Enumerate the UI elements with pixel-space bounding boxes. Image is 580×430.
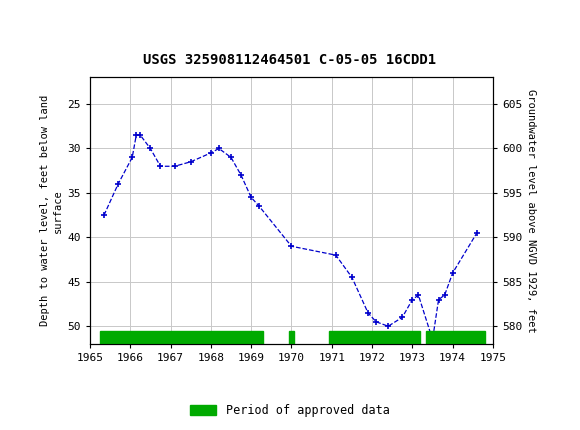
Y-axis label: Groundwater level above NGVD 1929, feet: Groundwater level above NGVD 1929, feet	[527, 89, 536, 332]
Y-axis label: Depth to water level, feet below land
surface: Depth to water level, feet below land su…	[40, 95, 63, 326]
Text: USGS 325908112464501 C-05-05 16CDD1: USGS 325908112464501 C-05-05 16CDD1	[143, 52, 437, 67]
Bar	[329, 331, 420, 344]
Bar	[289, 331, 294, 344]
Text: ▒USGS: ▒USGS	[9, 12, 67, 34]
Bar	[100, 331, 263, 344]
Bar	[426, 331, 485, 344]
Legend: Period of approved data: Period of approved data	[186, 399, 394, 422]
